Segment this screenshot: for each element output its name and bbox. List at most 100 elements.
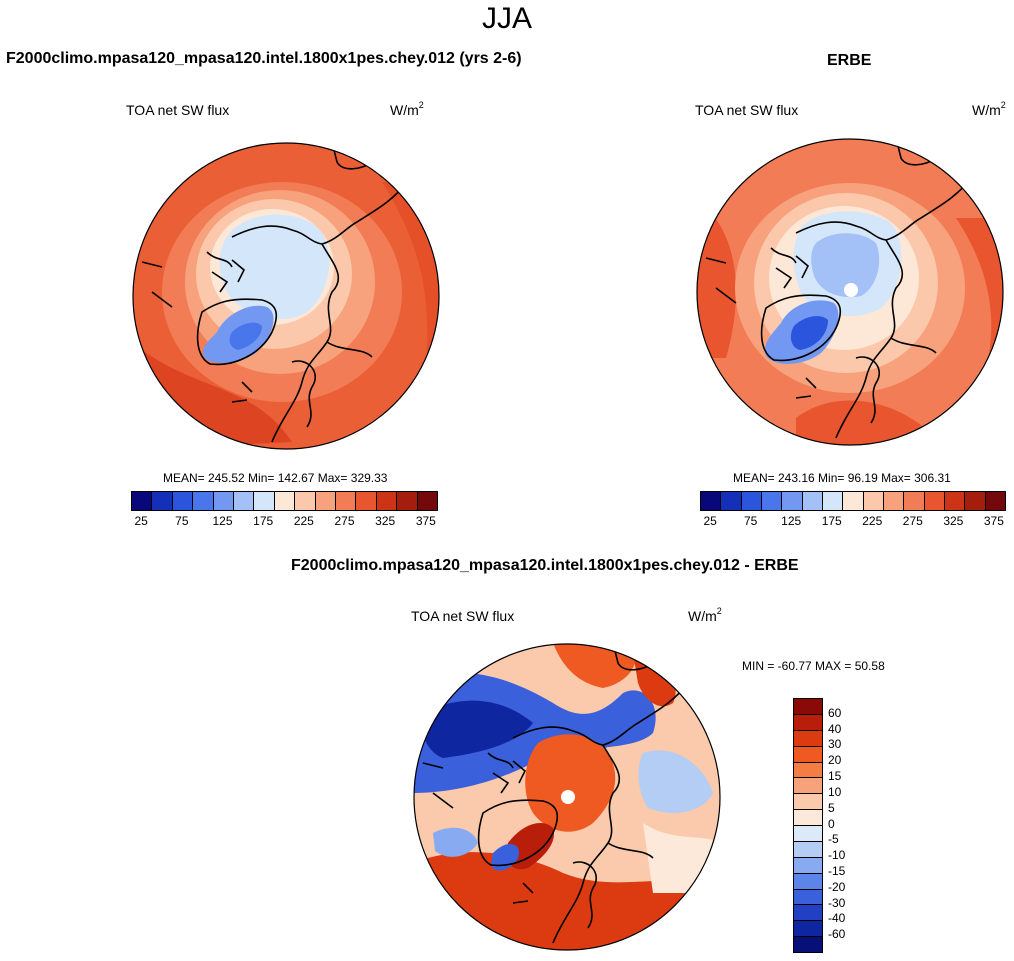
colorbar-swatch — [375, 492, 397, 510]
model-polar-map — [132, 142, 440, 450]
colorbar-swatch — [923, 492, 944, 510]
diff-field-southwest-blue — [433, 827, 478, 857]
colorbar-tick-label: 275 — [902, 514, 923, 528]
model-field-greenland-core — [229, 322, 262, 350]
model-units-sup: 2 — [418, 100, 424, 110]
obs-colorbar — [700, 491, 1006, 511]
colorbar-swatch — [794, 904, 822, 921]
diff-field-south-red — [414, 852, 720, 950]
colorbar-swatch — [821, 492, 843, 510]
colorbar-tick-label: 60 — [828, 705, 842, 720]
colorbar-swatch — [794, 793, 822, 810]
obs-variable-label: TOA net SW flux — [695, 102, 799, 118]
model-units-label: W/m2 — [390, 100, 424, 118]
colorbar-swatch — [273, 492, 295, 510]
colorbar-tick-label: 375 — [415, 514, 436, 528]
colorbar-swatch — [740, 492, 761, 510]
colorbar-tick-label: 125 — [212, 514, 233, 528]
colorbar-swatch — [943, 492, 965, 510]
colorbar-swatch — [903, 492, 924, 510]
colorbar-swatch — [882, 492, 904, 510]
colorbar-swatch — [964, 492, 985, 510]
colorbar-swatch — [416, 492, 438, 510]
colorbar-tick-label: -40 — [828, 911, 846, 926]
model-colorbar — [131, 491, 438, 511]
obs-units-base: W/m — [972, 102, 1001, 118]
colorbar-tick-label: 175 — [821, 514, 842, 528]
diff-field-arctic-red — [525, 734, 616, 832]
colorbar-tick-label: 25 — [134, 514, 148, 528]
colorbar-swatch — [701, 492, 721, 510]
diff-stats: MIN = -60.77 MAX = 50.58 — [742, 659, 885, 673]
colorbar-swatch — [192, 492, 213, 510]
colorbar-swatch — [984, 492, 1005, 510]
colorbar-swatch — [794, 856, 822, 873]
model-panel-title: F2000climo.mpasa120_mpasa120.intel.1800x… — [6, 50, 522, 67]
colorbar-swatch — [794, 699, 822, 714]
colorbar-tick-label: 225 — [293, 514, 314, 528]
diff-units-label: W/m2 — [688, 606, 722, 624]
obs-field-arctic-core — [811, 233, 880, 298]
colorbar-swatch — [335, 492, 356, 510]
colorbar-tick-label: -30 — [828, 895, 846, 910]
diff-colorbar — [793, 698, 823, 953]
colorbar-swatch — [801, 492, 822, 510]
model-field-arctic-high — [219, 214, 330, 320]
colorbar-tick-label: 5 — [828, 800, 835, 815]
colorbar-swatch — [794, 713, 822, 730]
diff-field-northeast-red — [633, 653, 676, 707]
colorbar-swatch — [171, 492, 193, 510]
obs-map-border — [696, 138, 1004, 446]
colorbar-tick-label: -20 — [828, 879, 846, 894]
colorbar-tick-label: 20 — [828, 753, 842, 768]
obs-stats: MEAN= 243.16 Min= 96.19 Max= 306.31 — [733, 471, 951, 485]
colorbar-tick-label: 75 — [743, 514, 758, 528]
colorbar-tick-label: 375 — [983, 514, 1004, 528]
model-variable-label: TOA net SW flux — [126, 102, 230, 118]
colorbar-swatch — [794, 840, 822, 857]
diff-field-east-light — [638, 750, 713, 813]
diff-variable-label: TOA net SW flux — [411, 608, 515, 624]
model-map-border — [132, 142, 440, 450]
obs-units-sup: 2 — [1000, 100, 1006, 110]
obs-colorbar-ticks: 25 75 125 175 225 275 325 375 — [700, 514, 1004, 530]
colorbar-tick-label: -60 — [828, 927, 846, 942]
colorbar-tick-label: -5 — [828, 832, 839, 847]
colorbar-swatch — [794, 729, 822, 746]
obs-field-greenland-core — [790, 316, 828, 350]
colorbar-tick-label: 25 — [703, 514, 717, 528]
colorbar-swatch — [794, 809, 822, 825]
colorbar-tick-label: 325 — [375, 514, 396, 528]
colorbar-swatch — [781, 492, 802, 510]
model-units-base: W/m — [390, 102, 419, 118]
colorbar-tick-label: 30 — [828, 737, 842, 752]
colorbar-tick-label: 125 — [781, 514, 802, 528]
colorbar-swatch — [794, 936, 822, 952]
colorbar-swatch — [212, 492, 234, 510]
diff-coastlines — [422, 644, 689, 944]
colorbar-swatch — [862, 492, 883, 510]
colorbar-tick-label: 40 — [828, 721, 842, 736]
colorbar-tick-label: 325 — [943, 514, 964, 528]
colorbar-swatch — [842, 492, 863, 510]
colorbar-swatch — [760, 492, 782, 510]
colorbar-tick-label: -10 — [828, 848, 846, 863]
colorbar-tick-label: 225 — [862, 514, 883, 528]
colorbar-swatch — [314, 492, 336, 510]
model-stats: MEAN= 245.52 Min= 142.67 Max= 329.33 — [163, 471, 388, 485]
diff-colorbar-ticks: 60 40 30 20 15 10 5 0 -5 -10 -15 -20 -30 -40 -60 — [828, 698, 868, 951]
obs-field-pole-missing — [844, 283, 858, 297]
colorbar-tick-label: 175 — [253, 514, 274, 528]
colorbar-swatch — [253, 492, 274, 510]
diff-panel-title: F2000climo.mpasa120_mpasa120.intel.1800x… — [291, 557, 799, 574]
colorbar-tick-label: 275 — [334, 514, 355, 528]
colorbar-swatch — [396, 492, 417, 510]
model-colorbar-ticks: 25 75 125 175 225 275 325 375 — [131, 514, 436, 530]
colorbar-swatch — [794, 761, 822, 778]
diff-field-west-deep — [421, 700, 533, 758]
diff-units-base: W/m — [688, 608, 717, 624]
colorbar-swatch — [720, 492, 741, 510]
colorbar-tick-label: 15 — [828, 769, 842, 784]
diff-units-sup: 2 — [716, 606, 722, 616]
colorbar-swatch — [794, 825, 822, 841]
